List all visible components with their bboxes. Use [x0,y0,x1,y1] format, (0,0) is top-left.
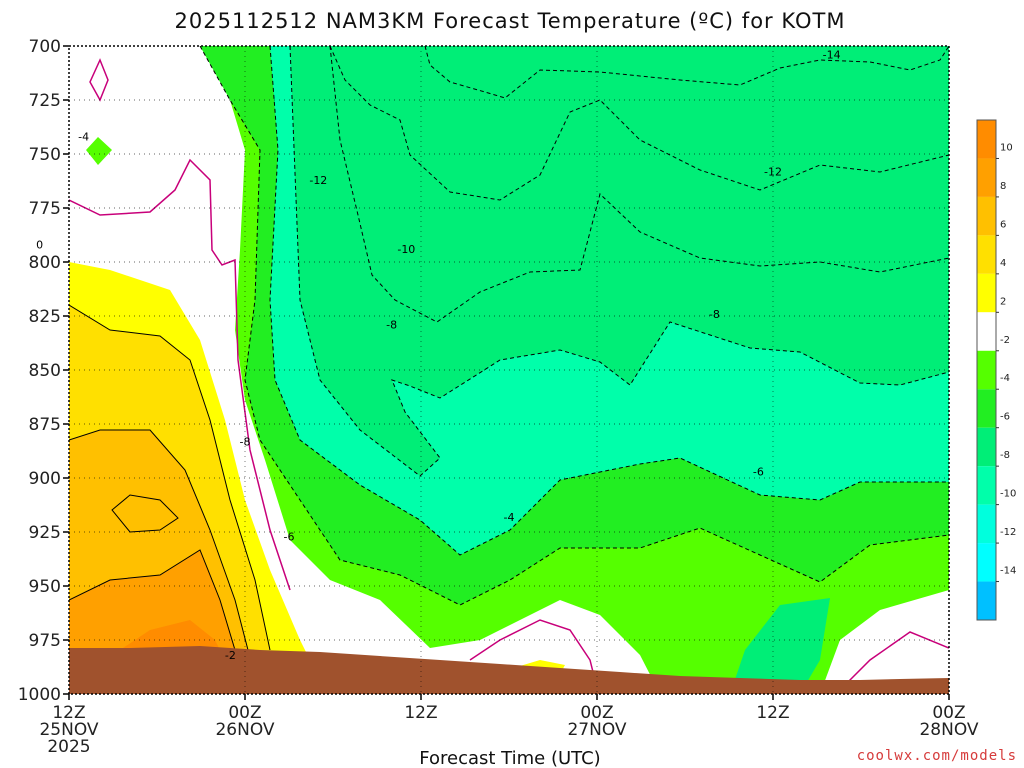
colorbar-segment [977,350,996,390]
colorbar-segment [977,389,996,428]
x-tick-hour: 12Z [756,703,789,723]
colorbar-segment [977,273,996,313]
colorbar-label: -6 [1000,412,1010,423]
contour-label: -8 [386,319,397,332]
contour-minus6-line [269,46,949,556]
colorbar-label: -14 [1000,566,1016,577]
x-tick-hour: 12Z [52,703,85,723]
contour-label: -8 [709,308,720,321]
colorbar-label: -2 [1000,335,1010,346]
colorbar-label: -8 [1000,450,1010,461]
y-tick-label: 925 [29,523,61,543]
y-tick-label: 700 [29,37,61,57]
contour-minus14-line [424,46,949,99]
contour-warm-line-2 [69,304,271,651]
colorbar-label: 4 [1000,258,1006,269]
colorbar-label: -10 [1000,489,1016,500]
colorbar-segment [977,427,996,467]
colorbar-segment [977,466,996,505]
colorbar-segment [977,581,996,620]
contour-label: -4 [78,131,89,144]
field-near-zero-band-right [820,590,949,694]
contour-label: -8 [240,435,251,448]
colorbar-label: 10 [1000,142,1013,153]
field-cold-pocket [86,137,112,165]
contour-label: -2 [225,649,236,662]
y-tick-label: 800 [29,253,61,273]
x-tick-hour: 00Z [228,703,261,723]
y-tick-label: 750 [29,145,61,165]
x-tick-date: 27NOV [567,720,626,740]
y-tick-label: 725 [29,91,61,111]
colorbar-segment [977,158,996,197]
colorbar-segment [977,196,996,236]
y-tick-label: 950 [29,577,61,597]
colorbar-label: 6 [1000,219,1006,230]
credit-text: coolwx.com/models [857,748,1017,764]
x-tick-hour: 00Z [932,703,965,723]
contour-zero-line-2 [469,619,596,681]
contour-minus4-line [199,46,949,606]
chart-title: 2025112512 NAM3KM Forecast Temperature (… [175,9,846,33]
y-tick-label: 850 [29,361,61,381]
contour-label: -4 [504,511,515,524]
x-tick-hour: 00Z [580,703,613,723]
contour-label: -12 [764,165,782,178]
contour-zero-line [69,158,291,591]
contour-lines [69,46,949,691]
contour-label: -6 [753,466,764,479]
contour-minus8-line [289,46,949,477]
colorbar-segment [977,543,996,582]
y-tick-label: 825 [29,307,61,327]
contour-minus12-line [329,46,949,201]
colorbar-segment [977,235,996,274]
colorbar-label: -4 [1000,373,1010,384]
contour-label: -6 [284,530,295,543]
colorbar-label: -12 [1000,527,1016,538]
contour-warm-line-4 [69,429,249,651]
x-tick-hour: 12Z [404,703,437,723]
y-tick-label: 875 [29,415,61,435]
x-tick-date: 28NOV [919,720,978,740]
y-tick-label: 1000 [18,685,61,705]
ground-terrain [69,646,949,694]
x-tick-date: 26NOV [215,720,274,740]
x-axis-label: Forecast Time (UTC) [419,748,600,768]
contour-warm-line-6 [69,549,236,651]
field-plus10-band [120,620,220,650]
x-tick-year: 2025 [47,737,90,757]
y-axis: 700 725 750 775 800 825 850 875 900 925 950 975 1000 [18,37,69,705]
contour-label: -14 [823,49,841,62]
contour-label: -10 [397,243,415,256]
y-tick-label: 975 [29,631,61,651]
contour-label: 0 [36,239,43,252]
y-tick-label: 900 [29,469,61,489]
colorbar-label: 8 [1000,181,1006,192]
colorbar-label: 2 [1000,296,1006,307]
colorbar-segment [977,504,996,544]
contour-label: -12 [309,174,327,187]
grid-lines [69,46,949,694]
x-tick-date: 25NOV [39,720,98,740]
field-minus2-band [730,598,830,694]
contour-labels: -14 -4 -12 -12 0 -10 -8 -8 -8 -6 -6 -4 -2 [36,49,840,662]
colorbar-frame [976,119,997,621]
colorbar-segment [977,312,996,351]
colorbar-segment [977,120,996,159]
y-tick-label: 775 [29,199,61,219]
colorbar: 10 8 6 4 2 -2 -4 -6 -8 -10 -12 -14 [976,119,1016,621]
